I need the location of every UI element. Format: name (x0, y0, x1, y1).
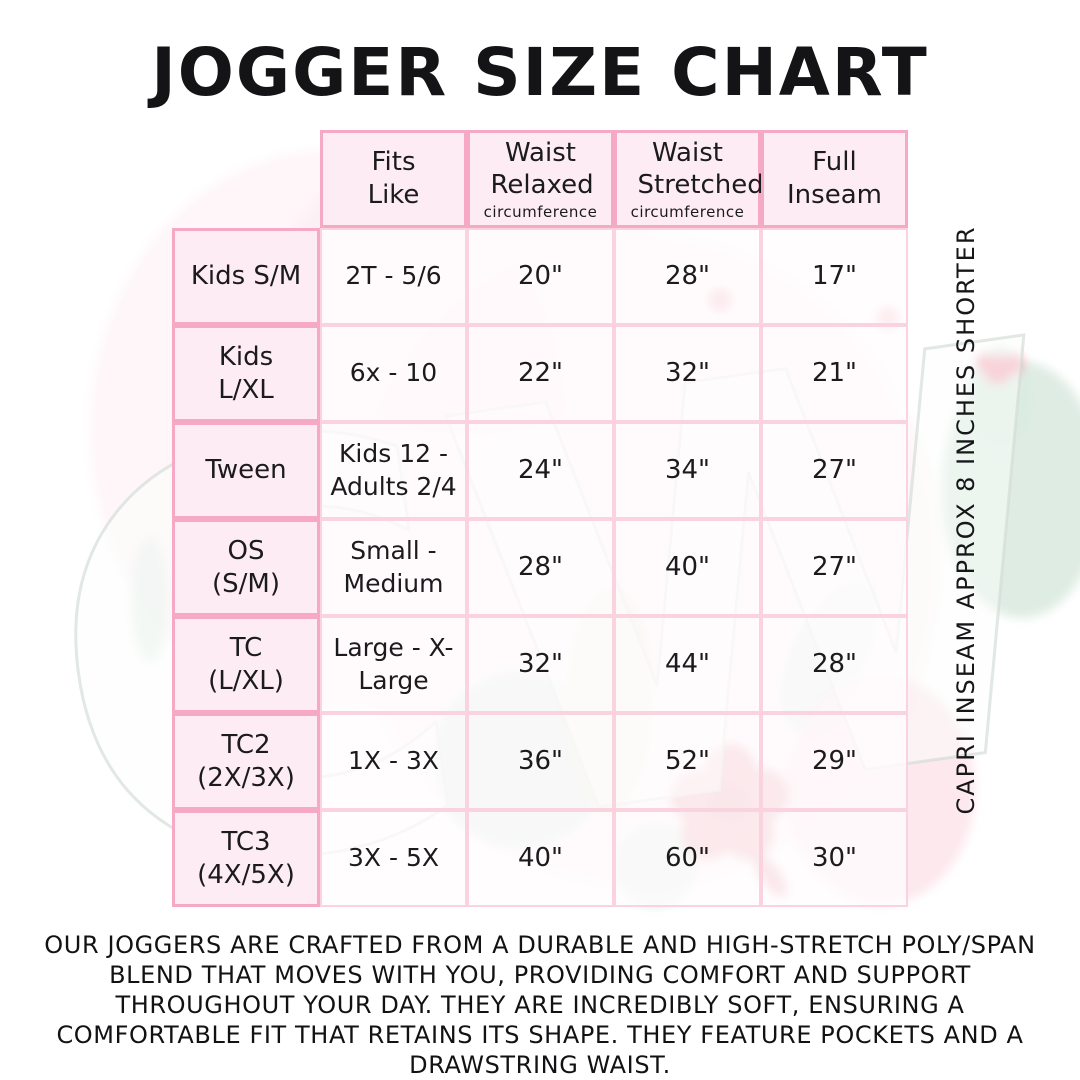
cell-waist-stretched: 28" (614, 228, 761, 325)
row-header-tc2-2x3x: TC2 (2X/3X) (172, 713, 320, 810)
cactus-flower-petal (1004, 354, 1024, 374)
product-description: OUR JOGGERS ARE CRAFTED FROM A DURABLE A… (44, 931, 1036, 1079)
col-header-waist-stretched: Waist Stretched circumference (614, 130, 764, 228)
size-chart-table: Fits Like Waist Relaxed circumference Wa… (172, 130, 908, 907)
cell-waist-relaxed: 24" (467, 422, 614, 519)
row-header-kids-sm: Kids S/M (172, 228, 320, 325)
cell-fits-like: 3X - 5X (320, 810, 467, 907)
cell-waist-stretched: 34" (614, 422, 761, 519)
cell-full-inseam: 29" (761, 713, 908, 810)
cell-waist-relaxed: 36" (467, 713, 614, 810)
row-header-tc3-4x5x: TC3 (4X/5X) (172, 810, 320, 907)
page-title: JOGGER SIZE CHART (151, 34, 929, 111)
cell-fits-like: Small - Medium (320, 519, 467, 616)
cell-full-inseam: 28" (761, 616, 908, 713)
table-corner (172, 130, 320, 228)
cell-waist-stretched: 52" (614, 713, 761, 810)
row-header-tween: Tween (172, 422, 320, 519)
cell-fits-like: 2T - 5/6 (320, 228, 467, 325)
col-header-full-inseam: Full Inseam (761, 130, 908, 228)
cell-waist-relaxed: 40" (467, 810, 614, 907)
cell-fits-like: Large - X-Large (320, 616, 467, 713)
leaf-icon (132, 538, 168, 662)
cell-waist-stretched: 44" (614, 616, 761, 713)
cell-full-inseam: 17" (761, 228, 908, 325)
cell-fits-like: 1X - 3X (320, 713, 467, 810)
cell-full-inseam: 21" (761, 325, 908, 422)
cell-waist-stretched: 40" (614, 519, 761, 616)
cell-fits-like: 6x - 10 (320, 325, 467, 422)
col-header-fits-like: Fits Like (320, 130, 467, 228)
cell-waist-relaxed: 32" (467, 616, 614, 713)
cactus-flower-petal (976, 354, 994, 372)
cell-full-inseam: 27" (761, 422, 908, 519)
row-header-os-sm: OS (S/M) (172, 519, 320, 616)
cell-waist-relaxed: 20" (467, 228, 614, 325)
cell-full-inseam: 30" (761, 810, 908, 907)
cell-waist-stretched: 32" (614, 325, 761, 422)
cell-waist-relaxed: 22" (467, 325, 614, 422)
cell-fits-like: Kids 12 - Adults 2/4 (320, 422, 467, 519)
cell-full-inseam: 27" (761, 519, 908, 616)
row-header-tc-lxl: TC (L/XL) (172, 616, 320, 713)
cell-waist-stretched: 60" (614, 810, 761, 907)
row-header-kids-lxl: Kids L/XL (172, 325, 320, 422)
col-header-waist-relaxed: Waist Relaxed circumference (467, 130, 614, 228)
cell-waist-relaxed: 28" (467, 519, 614, 616)
capri-inseam-note: CAPRI INSEAM APPROX 8 INCHES SHORTER (952, 225, 980, 815)
